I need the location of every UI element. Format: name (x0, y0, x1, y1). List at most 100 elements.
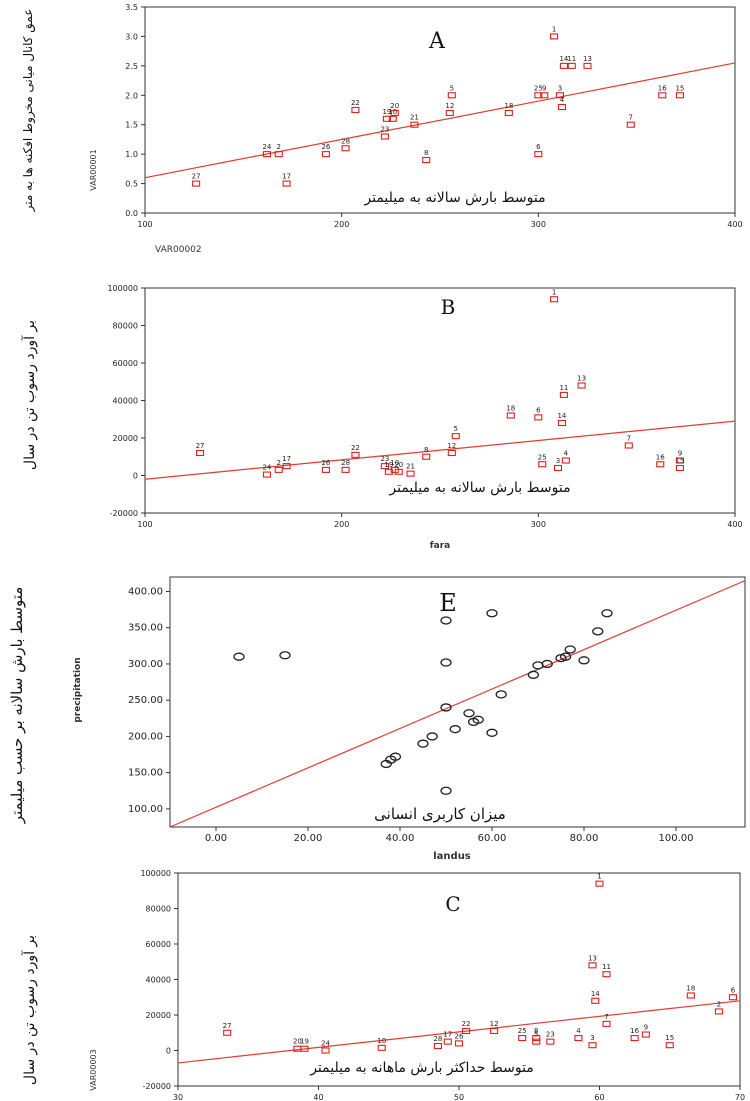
point-label: 21 (410, 114, 419, 122)
data-point (282, 463, 291, 470)
data-point (490, 1027, 499, 1035)
y-tick-label: 40000 (113, 397, 138, 406)
point-label: 7 (627, 435, 631, 443)
point-label: 20 (394, 461, 403, 469)
x-tick-label: 300 (531, 520, 546, 529)
y-tick-label: 0.5 (125, 180, 138, 189)
ylabel-persian: بر آورد رسوب تن در سال (21, 935, 38, 1085)
data-point (440, 658, 452, 667)
data-point (534, 151, 543, 158)
data-point (417, 739, 429, 748)
data-point (377, 1044, 386, 1051)
data-point (321, 151, 330, 158)
y-tick-label: -20000 (110, 509, 138, 518)
y-tick-label: 3.0 (125, 32, 138, 41)
point-label: 16 (658, 84, 667, 92)
data-point (602, 1020, 611, 1027)
data-point (461, 1027, 471, 1035)
point-label: 26 (321, 459, 330, 467)
data-point (341, 466, 350, 473)
data-point (714, 1008, 723, 1015)
data-point (300, 1045, 309, 1052)
data-point (583, 62, 592, 69)
point-label: 16 (656, 453, 665, 461)
point-label: 9 (678, 450, 682, 458)
point-label: 16 (630, 1027, 639, 1035)
data-point (279, 651, 291, 660)
data-point (506, 412, 515, 419)
data-point (380, 133, 389, 140)
panel-label: B (441, 295, 456, 319)
data-point (675, 457, 684, 464)
data-point (274, 466, 283, 473)
point-label: 25 (538, 453, 547, 461)
data-point (341, 145, 350, 152)
point-label: 1 (552, 25, 556, 33)
ylabel-persian: بر آورد رسوب تن در سال (21, 320, 38, 470)
point-label: 5 (453, 425, 457, 433)
data-point (443, 1038, 452, 1045)
x-tick-label: 30 (173, 1093, 183, 1101)
y-tick-label: 3.5 (125, 3, 138, 12)
point-label: 13 (577, 375, 586, 383)
point-label: 18 (686, 984, 695, 992)
point-label: 12 (447, 442, 456, 450)
point-label: 21 (406, 463, 415, 471)
xlabel-persian: متوسط بارش سالانه به میلیمتر (363, 190, 545, 206)
point-label: 2 (276, 143, 280, 151)
x-tick-label: 80.00 (570, 833, 599, 844)
regression-line (144, 420, 736, 480)
point-label: 10 (377, 1037, 386, 1045)
y-tick-label: 20000 (146, 1011, 171, 1020)
regression-line (177, 1000, 741, 1064)
point-label: 13 (583, 55, 592, 63)
data-point (534, 414, 543, 421)
y-tick-label: 1.0 (125, 150, 138, 159)
data-point (675, 464, 684, 472)
data-point (422, 453, 431, 460)
point-label: 18 (504, 102, 513, 110)
point-label: 23 (380, 125, 389, 133)
xlabel-persian: میزان کاربری انسانی (374, 805, 506, 823)
data-point (463, 709, 475, 718)
y-tick-label: 0 (133, 472, 138, 481)
point-label: 27 (192, 173, 201, 181)
data-point (561, 457, 570, 464)
point-label: 4 (560, 96, 565, 104)
data-point (559, 62, 568, 69)
panel-label: E (439, 589, 457, 617)
data-point (559, 391, 568, 398)
data-point (495, 690, 507, 699)
data-point (532, 661, 544, 670)
data-point (389, 752, 402, 761)
point-label: 24 (262, 464, 271, 472)
data-point (626, 121, 635, 128)
data-point (321, 466, 330, 473)
data-point (559, 652, 572, 661)
x-tick-label: 20.00 (294, 833, 323, 844)
data-point (564, 645, 576, 654)
regression-line (144, 62, 736, 179)
point-label: 14 (559, 55, 568, 63)
y-tick-label: 150.00 (128, 768, 163, 779)
data-point (196, 449, 205, 457)
point-label: 22 (351, 444, 360, 452)
panel-a: A متوسط بارش سالانه به میلیمتر VAR00002 … (21, 3, 743, 255)
point-label: 28 (341, 137, 350, 145)
data-point (380, 463, 389, 470)
point-label: 1 (552, 288, 556, 296)
data-point (192, 180, 201, 187)
data-point (557, 104, 566, 111)
data-point (426, 732, 438, 741)
data-point (592, 627, 604, 636)
data-point (534, 92, 543, 99)
y-tick-label: 300.00 (128, 659, 163, 670)
x-tick-label: 300 (531, 220, 546, 229)
data-point (550, 296, 559, 303)
x-tick-label: 0.00 (205, 833, 227, 844)
plot-frame (169, 576, 746, 828)
data-point (577, 382, 586, 389)
data-point (546, 1038, 555, 1045)
data-point (658, 92, 667, 99)
panel-c: C متوسط حداکثر بارش ماهانه به میلیمتر بر… (21, 869, 745, 1101)
